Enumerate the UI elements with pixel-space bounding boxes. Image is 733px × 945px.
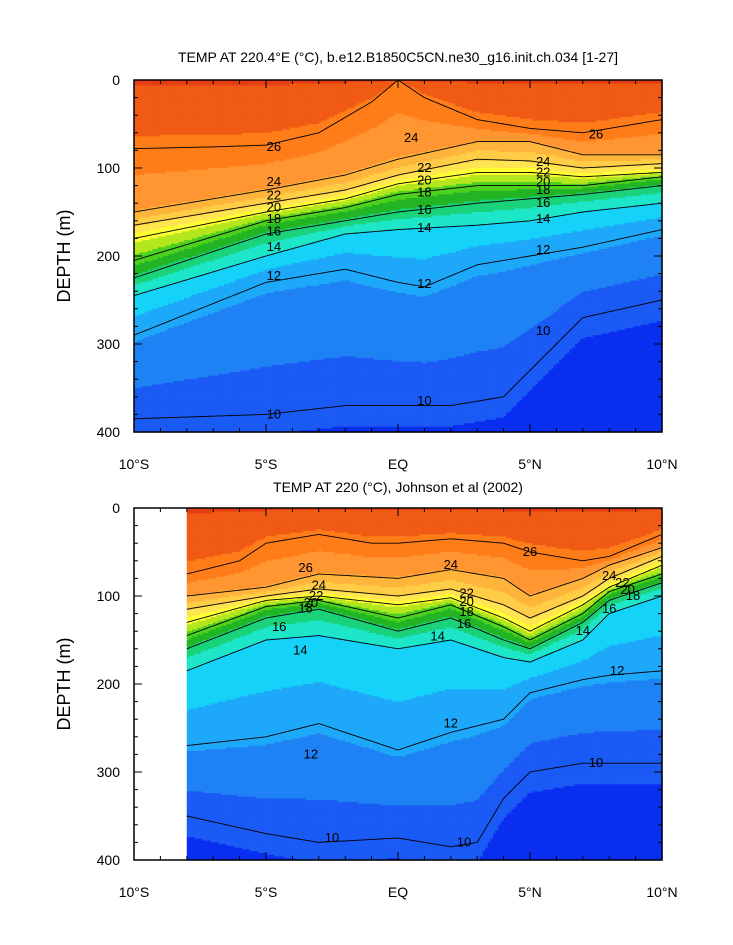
chart-panel-1: 2624 262422 2422202220182018161816 14161412… xyxy=(54,49,678,472)
